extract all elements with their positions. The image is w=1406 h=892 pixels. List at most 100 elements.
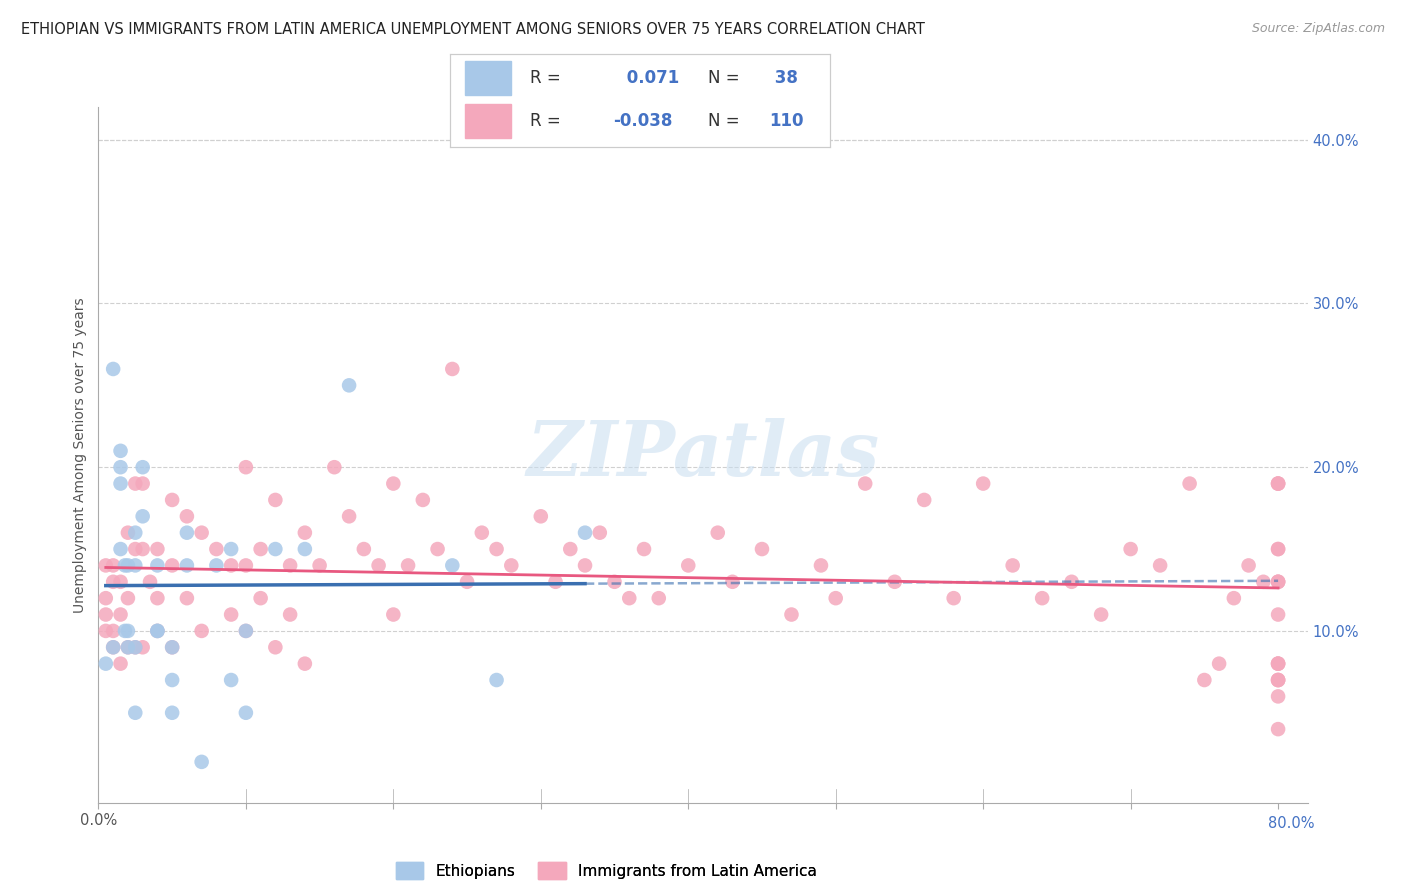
Point bbox=[603, 574, 626, 589]
Point bbox=[117, 640, 139, 655]
Point bbox=[124, 542, 146, 557]
Text: R =: R = bbox=[530, 69, 561, 87]
Point bbox=[396, 558, 419, 573]
Text: 38: 38 bbox=[769, 69, 797, 87]
Point bbox=[883, 574, 905, 589]
Point bbox=[235, 706, 257, 720]
Text: 0.071: 0.071 bbox=[621, 69, 679, 87]
Point bbox=[264, 542, 287, 557]
Point bbox=[176, 558, 198, 573]
Text: Source: ZipAtlas.com: Source: ZipAtlas.com bbox=[1251, 22, 1385, 36]
Point bbox=[1031, 591, 1053, 606]
Point bbox=[146, 624, 169, 638]
Point bbox=[235, 624, 257, 638]
Point bbox=[249, 542, 271, 557]
Point bbox=[131, 460, 153, 475]
Point bbox=[110, 542, 132, 557]
Text: N =: N = bbox=[709, 69, 740, 87]
Point bbox=[160, 558, 183, 573]
Bar bbox=[465, 104, 510, 138]
Point bbox=[337, 378, 360, 392]
Point bbox=[160, 640, 183, 655]
Point bbox=[780, 607, 803, 622]
Point bbox=[235, 624, 257, 638]
Point bbox=[205, 558, 228, 573]
Point bbox=[110, 607, 132, 622]
Point bbox=[1237, 558, 1260, 573]
Text: ZIPatlas: ZIPatlas bbox=[526, 418, 880, 491]
Point bbox=[110, 476, 132, 491]
Point bbox=[574, 525, 596, 540]
Point bbox=[146, 558, 169, 573]
Point bbox=[441, 362, 464, 376]
Point bbox=[249, 591, 271, 606]
Text: -0.038: -0.038 bbox=[613, 112, 672, 130]
Point bbox=[294, 657, 316, 671]
Point bbox=[1001, 558, 1024, 573]
Point bbox=[294, 542, 316, 557]
Point bbox=[1267, 574, 1289, 589]
Point bbox=[1253, 574, 1275, 589]
Point bbox=[706, 525, 728, 540]
Point bbox=[441, 558, 464, 573]
Point bbox=[294, 525, 316, 540]
Point bbox=[160, 640, 183, 655]
Point bbox=[190, 624, 212, 638]
Point bbox=[131, 476, 153, 491]
Point bbox=[110, 443, 132, 458]
Point bbox=[176, 509, 198, 524]
Point bbox=[124, 525, 146, 540]
Point bbox=[353, 542, 375, 557]
Point bbox=[110, 574, 132, 589]
Point bbox=[485, 542, 508, 557]
Point bbox=[1149, 558, 1171, 573]
Point bbox=[139, 574, 162, 589]
Point bbox=[1267, 657, 1289, 671]
Point bbox=[131, 509, 153, 524]
Point bbox=[101, 624, 124, 638]
Text: R =: R = bbox=[530, 112, 561, 130]
Point bbox=[648, 591, 671, 606]
Point bbox=[146, 542, 169, 557]
Point bbox=[278, 607, 301, 622]
Point bbox=[160, 492, 183, 507]
Point bbox=[1267, 574, 1289, 589]
Point bbox=[308, 558, 330, 573]
Point bbox=[176, 591, 198, 606]
Point bbox=[264, 640, 287, 655]
Point bbox=[1267, 673, 1289, 687]
Point bbox=[219, 607, 242, 622]
Point bbox=[146, 624, 169, 638]
Point bbox=[1267, 607, 1289, 622]
Point bbox=[751, 542, 773, 557]
Point bbox=[1267, 476, 1289, 491]
Point bbox=[101, 640, 124, 655]
Point bbox=[1267, 673, 1289, 687]
Point bbox=[190, 755, 212, 769]
Point bbox=[1178, 476, 1201, 491]
Point bbox=[101, 362, 124, 376]
Point bbox=[278, 558, 301, 573]
Point bbox=[235, 460, 257, 475]
Point bbox=[94, 657, 117, 671]
Point bbox=[589, 525, 612, 540]
Point bbox=[853, 476, 876, 491]
Point bbox=[1267, 722, 1289, 736]
Text: ETHIOPIAN VS IMMIGRANTS FROM LATIN AMERICA UNEMPLOYMENT AMONG SENIORS OVER 75 YE: ETHIOPIAN VS IMMIGRANTS FROM LATIN AMERI… bbox=[21, 22, 925, 37]
Point bbox=[501, 558, 523, 573]
Point bbox=[824, 591, 846, 606]
Point bbox=[972, 476, 994, 491]
Point bbox=[124, 558, 146, 573]
Point bbox=[101, 574, 124, 589]
Point bbox=[1060, 574, 1083, 589]
Point bbox=[619, 591, 641, 606]
Point bbox=[382, 476, 405, 491]
Point bbox=[574, 558, 596, 573]
Point bbox=[110, 460, 132, 475]
Point bbox=[1090, 607, 1112, 622]
Y-axis label: Unemployment Among Seniors over 75 years: Unemployment Among Seniors over 75 years bbox=[73, 297, 87, 613]
Point bbox=[560, 542, 582, 557]
Bar bbox=[465, 61, 510, 95]
Point bbox=[678, 558, 700, 573]
Point bbox=[117, 525, 139, 540]
